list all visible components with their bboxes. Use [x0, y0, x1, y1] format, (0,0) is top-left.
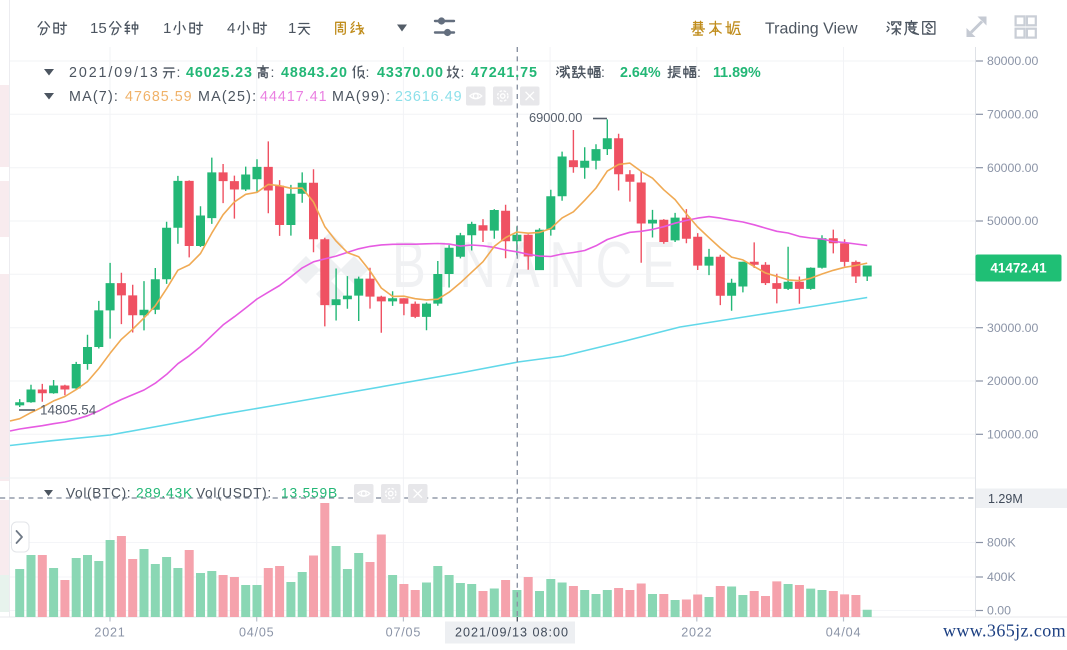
svg-text:MA(99):: MA(99):	[332, 89, 391, 105]
svg-text:07/05: 07/05	[386, 626, 422, 640]
svg-text:47241.75: 47241.75	[471, 65, 538, 81]
svg-text:289.43K: 289.43K	[136, 486, 193, 501]
svg-text:MA(7):: MA(7):	[69, 89, 119, 105]
svg-text:2021/09/13 08:00: 2021/09/13 08:00	[455, 626, 569, 640]
svg-text:04/05: 04/05	[239, 626, 275, 640]
svg-text:2022: 2022	[681, 626, 712, 640]
svg-text:400K: 400K	[987, 570, 1017, 584]
svg-text::: :	[461, 64, 465, 80]
svg-text::: :	[601, 64, 605, 80]
svg-text:800K: 800K	[987, 536, 1017, 550]
svg-text:1: 1	[288, 20, 296, 37]
svg-text:2.64%: 2.64%	[620, 65, 661, 81]
svg-text::: :	[271, 64, 275, 80]
svg-text:23616.49: 23616.49	[395, 89, 463, 105]
svg-text:11.89%: 11.89%	[713, 65, 761, 81]
svg-text:13.559B: 13.559B	[281, 486, 338, 501]
svg-text:44417.41: 44417.41	[260, 89, 328, 105]
svg-text:1.29M: 1.29M	[988, 492, 1023, 506]
svg-text:60000.00: 60000.00	[987, 161, 1038, 175]
svg-text:80000.00: 80000.00	[987, 54, 1038, 68]
svg-text:0.00: 0.00	[987, 604, 1011, 618]
svg-text:30000.00: 30000.00	[987, 321, 1038, 335]
svg-text:2021: 2021	[94, 626, 125, 640]
svg-text::: :	[177, 64, 181, 80]
svg-text:4: 4	[227, 20, 235, 37]
svg-text:70000.00: 70000.00	[987, 108, 1038, 122]
svg-text:Vol(BTC):: Vol(BTC):	[66, 486, 131, 501]
svg-text:20000.00: 20000.00	[987, 374, 1038, 388]
svg-text:50000.00: 50000.00	[987, 214, 1038, 228]
svg-text::: :	[697, 64, 701, 80]
svg-text:04/04: 04/04	[826, 626, 862, 640]
svg-text:43370.00: 43370.00	[377, 65, 444, 81]
svg-text:69000.00: 69000.00	[529, 110, 582, 125]
svg-text:47685.59: 47685.59	[125, 89, 193, 105]
svg-text::: :	[366, 64, 370, 80]
svg-text:Vol(USDT):: Vol(USDT):	[196, 486, 272, 501]
svg-text:48843.20: 48843.20	[281, 65, 348, 81]
svg-text:15: 15	[90, 20, 107, 37]
svg-text:Trading View: Trading View	[765, 21, 858, 38]
svg-text:1: 1	[163, 20, 171, 37]
svg-text:10000.00: 10000.00	[987, 428, 1038, 442]
svg-text:46025.23: 46025.23	[186, 65, 253, 81]
svg-text:14805.54: 14805.54	[40, 403, 97, 418]
svg-text:2021/09/13: 2021/09/13	[69, 65, 160, 81]
svg-text:www.365jz.com: www.365jz.com	[943, 621, 1066, 641]
svg-text:41472.41: 41472.41	[990, 261, 1047, 276]
svg-text:MA(25):: MA(25):	[198, 89, 257, 105]
